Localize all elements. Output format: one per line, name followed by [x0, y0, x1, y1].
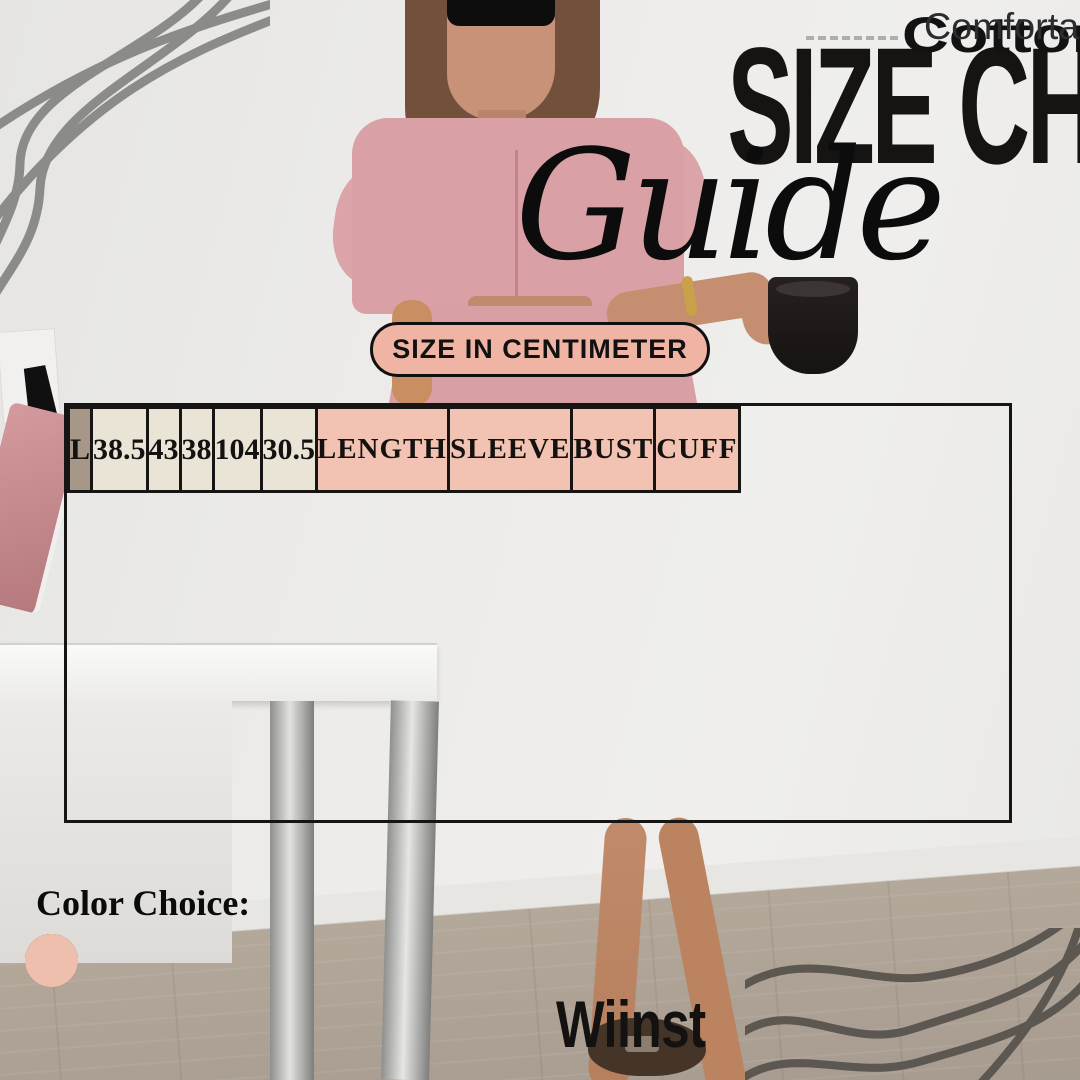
photo-pink-blouse	[352, 118, 684, 314]
cell-l-shoulder: 38.5	[90, 406, 149, 493]
swatch-nude-pink	[25, 934, 78, 987]
column-header-bust: BUST	[570, 406, 657, 493]
unit-badge-label: SIZE IN CENTIMETER	[392, 334, 688, 364]
comfort-label: Comfortable	[923, 6, 1080, 47]
cell-l-bust: 104	[211, 406, 263, 493]
size-table: SIZESHOULDERLENGTHSLEEVEBUSTCUFF XS35.54…	[64, 403, 1012, 823]
cell-l-sleeve: 38	[178, 406, 215, 493]
title-text: SIZE CHART	[727, 14, 1080, 199]
size-label-l: L	[66, 406, 94, 493]
squiggle-lines-top-left-icon	[0, 0, 270, 295]
cell-l-length: 43	[145, 406, 182, 493]
photo-mug-opening	[776, 281, 850, 297]
unit-badge: SIZE IN CENTIMETER	[370, 322, 710, 377]
photo-blouse-placket	[515, 150, 518, 310]
column-header-cuff: CUFF	[653, 406, 741, 493]
photo-sunglasses	[447, 0, 555, 26]
column-header-sleeve: SLEEVE	[446, 406, 574, 493]
squiggle-lines-bottom-right-icon	[745, 928, 1080, 1080]
photo-white-tabletop	[0, 643, 437, 701]
color-choice-label: Color Choice:	[36, 883, 251, 923]
photo-white-cabinet	[0, 701, 232, 963]
photo-table-leg-left	[270, 701, 314, 1080]
subtitle-text: Guide	[515, 117, 946, 294]
fabric-label: Cotton	[901, 7, 1080, 63]
brand-text: Wiinst	[556, 987, 706, 1061]
cell-l-cuff: 30.5	[259, 406, 319, 493]
photo-shoe-buckle	[625, 1036, 659, 1052]
column-header-length: LENGTH	[313, 406, 450, 493]
table-row-l: L 38.5 43 38 104 30.5	[66, 406, 319, 493]
dashed-divider	[806, 36, 898, 40]
